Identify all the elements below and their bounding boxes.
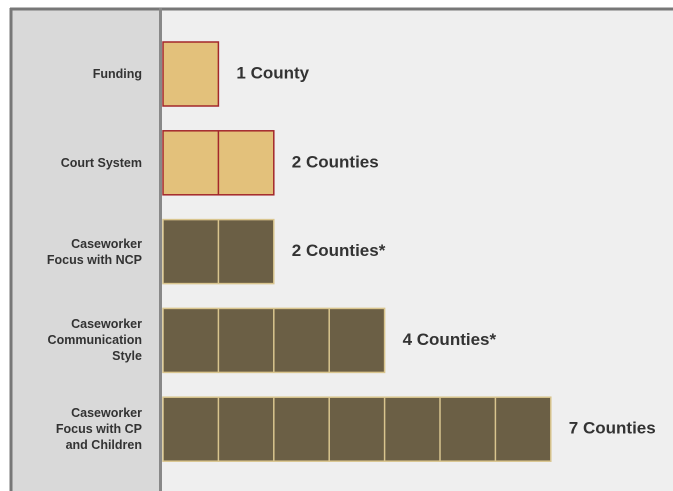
value-label: 7 Counties [569, 419, 656, 438]
category-label: Caseworker Communication Style [47, 317, 142, 364]
bar [162, 396, 552, 462]
bar [162, 41, 220, 107]
category-label: Caseworker Focus with CP and Children [55, 406, 142, 453]
value-label: 4 Counties* [403, 330, 497, 349]
label-panel [10, 8, 160, 491]
category-label: Court System [60, 155, 142, 170]
value-label: 2 Counties* [292, 241, 386, 260]
category-label: Funding [92, 67, 142, 81]
category-label: Caseworker Focus with NCP [46, 236, 142, 267]
value-label: 1 County [236, 63, 309, 82]
value-label: 2 Counties [292, 152, 379, 171]
